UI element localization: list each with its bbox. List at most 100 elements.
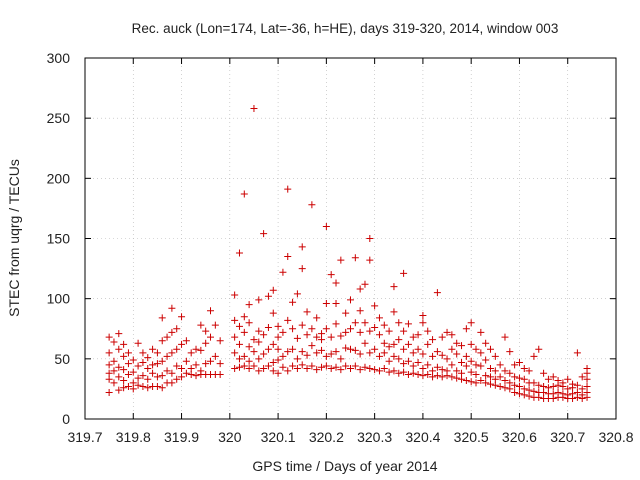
data-point	[342, 309, 350, 317]
data-point	[264, 345, 272, 353]
data-point	[462, 325, 470, 333]
data-point	[255, 367, 263, 375]
data-point	[192, 361, 200, 369]
data-point	[371, 302, 379, 310]
data-point	[255, 327, 263, 335]
data-point	[491, 352, 499, 360]
data-point	[429, 336, 437, 344]
data-point	[153, 349, 161, 357]
data-point	[110, 357, 118, 365]
data-point	[404, 357, 412, 365]
data-point	[337, 332, 345, 340]
data-point	[380, 339, 388, 347]
data-point	[462, 376, 470, 384]
data-point	[264, 362, 272, 370]
x-tick-labels: 319.7 319.8 319.9 320 320.1 320.2 320.3 320.4 32…	[67, 429, 633, 445]
data-point	[404, 370, 412, 378]
data-point	[356, 350, 364, 358]
data-point	[245, 319, 253, 327]
data-point	[279, 268, 287, 276]
data-point	[289, 325, 297, 333]
data-point	[105, 375, 113, 383]
data-point	[467, 357, 475, 365]
data-point	[486, 345, 494, 353]
data-point	[554, 389, 562, 397]
data-point	[477, 349, 485, 357]
data-point	[318, 346, 326, 354]
data-point	[496, 373, 504, 381]
data-point	[303, 331, 311, 339]
data-point	[231, 333, 239, 341]
data-point	[173, 325, 181, 333]
data-point	[158, 337, 166, 345]
data-point	[163, 333, 171, 341]
data-point	[322, 299, 330, 307]
data-point	[240, 362, 248, 370]
data-point	[472, 370, 480, 378]
data-point	[250, 348, 258, 356]
data-point	[105, 389, 113, 397]
data-point	[409, 333, 417, 341]
data-point	[433, 372, 441, 380]
x-axis-label: GPS time / Days of year 2014	[252, 458, 437, 474]
data-point	[235, 322, 243, 330]
y-tick-label: 0	[62, 411, 70, 427]
data-point	[448, 373, 456, 381]
data-point	[308, 342, 316, 350]
data-point	[260, 331, 268, 339]
data-point	[501, 376, 509, 384]
data-point	[375, 352, 383, 360]
y-tick-label: 300	[47, 50, 71, 66]
data-points	[105, 105, 591, 403]
data-point	[231, 316, 239, 324]
data-point	[168, 369, 176, 377]
data-point	[482, 356, 490, 364]
data-point	[356, 366, 364, 374]
data-point	[235, 355, 243, 363]
data-point	[409, 369, 417, 377]
data-point	[337, 256, 345, 264]
data-point	[298, 265, 306, 273]
data-point	[110, 338, 118, 346]
data-point	[347, 345, 354, 353]
data-point	[318, 336, 326, 344]
data-point	[385, 357, 393, 365]
data-point	[293, 290, 301, 298]
data-point	[274, 333, 282, 341]
data-point	[525, 386, 533, 394]
data-point	[327, 271, 335, 279]
data-point	[284, 348, 292, 356]
data-point	[443, 355, 451, 363]
data-point	[515, 374, 523, 382]
data-point	[332, 348, 340, 356]
data-point	[583, 364, 591, 372]
data-point	[390, 352, 398, 360]
data-point	[342, 328, 350, 336]
data-point	[472, 361, 480, 369]
data-point	[351, 319, 359, 327]
data-point	[332, 363, 340, 371]
data-point	[284, 316, 292, 324]
x-tick-label: 320.4	[405, 429, 440, 445]
data-point	[380, 364, 388, 372]
data-point	[178, 373, 186, 381]
data-point	[453, 339, 461, 347]
x-tick-label: 319.9	[164, 429, 199, 445]
data-point	[361, 319, 369, 327]
data-point	[491, 381, 499, 389]
data-point	[438, 366, 446, 374]
data-point	[284, 253, 292, 261]
data-point	[134, 381, 142, 389]
data-point	[424, 327, 432, 335]
data-point	[486, 364, 494, 372]
data-point	[520, 385, 528, 393]
data-point	[327, 333, 335, 341]
data-point	[235, 363, 243, 371]
data-point	[544, 384, 552, 392]
data-point	[472, 345, 480, 353]
data-point	[207, 333, 215, 341]
data-point	[506, 385, 514, 393]
x-tick-label: 319.7	[67, 429, 102, 445]
data-point	[149, 361, 157, 369]
data-point	[371, 345, 379, 353]
